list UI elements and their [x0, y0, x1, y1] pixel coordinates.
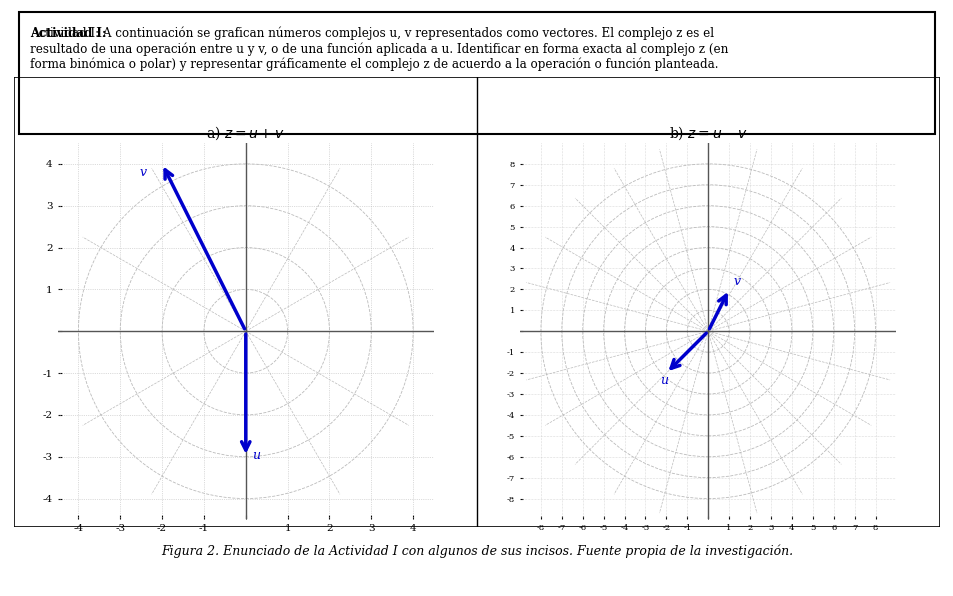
Text: Actividad I: A continuación se grafican números complejos u, v representados com: Actividad I: A continuación se grafican … — [30, 27, 728, 72]
Title: a) $z = u + v$: a) $z = u + v$ — [206, 124, 285, 142]
Text: Actividad I:: Actividad I: — [30, 27, 107, 39]
Text: v: v — [139, 166, 146, 179]
Text: Figura 2. Enunciado de la Actividad I con algunos de sus incisos. Fuente propia : Figura 2. Enunciado de la Actividad I co… — [161, 544, 792, 558]
Text: v: v — [733, 275, 740, 288]
Text: u: u — [252, 449, 260, 462]
Text: u: u — [659, 374, 667, 387]
Title: b) $z = u - v$: b) $z = u - v$ — [668, 124, 747, 142]
